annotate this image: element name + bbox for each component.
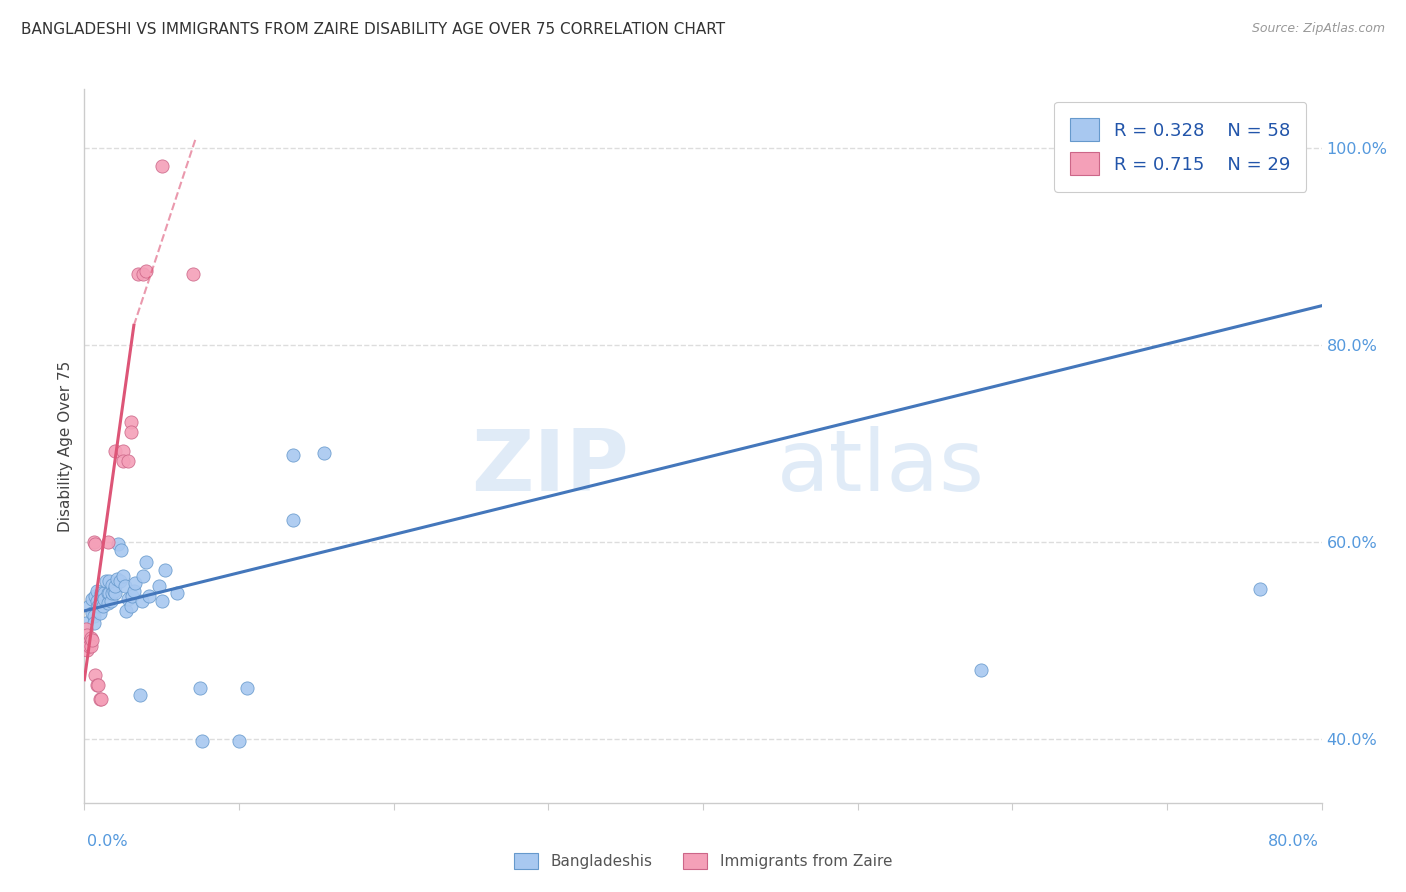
Point [101,586,124,600]
Legend: R = 0.328    N = 58, R = 0.715    N = 29: R = 0.328 N = 58, R = 0.715 N = 29 [1054,102,1306,192]
Point [120,415,142,429]
Point [101,578,124,592]
Point [120,425,142,439]
Point [153,562,176,576]
Point [188,681,212,695]
Point [1249,582,1271,597]
Point [236,681,259,695]
Point [93,586,115,600]
Point [79,640,101,654]
Point [89,606,111,620]
Point [86,678,108,692]
Point [314,446,336,460]
Text: 80.0%: 80.0% [1268,834,1319,849]
Text: ZIP: ZIP [471,425,628,509]
Point [84,589,107,603]
Point [76,643,98,657]
Point [181,267,204,281]
Point [76,628,98,642]
Point [132,569,155,583]
Point [107,537,129,551]
Point [82,606,104,620]
Point [77,599,100,613]
Point [103,584,125,599]
Point [97,535,120,549]
Point [104,586,127,600]
Point [105,573,128,587]
Point [75,632,97,646]
Point [104,579,127,593]
Point [98,574,121,589]
Point [91,589,114,603]
Point [91,599,114,613]
Point [283,513,305,527]
Point [97,586,120,600]
Point [79,632,101,646]
Point [970,663,993,677]
Text: BANGLADESHI VS IMMIGRANTS FROM ZAIRE DISABILITY AGE OVER 75 CORRELATION CHART: BANGLADESHI VS IMMIGRANTS FROM ZAIRE DIS… [21,22,725,37]
Point [121,589,143,603]
Point [112,569,135,583]
Point [82,592,104,607]
Point [84,537,107,551]
Point [76,638,98,652]
Text: Source: ZipAtlas.com: Source: ZipAtlas.com [1251,22,1385,36]
Point [77,640,100,654]
Point [84,668,107,682]
Point [128,267,150,281]
Point [87,678,110,692]
Point [75,615,97,630]
Point [110,542,132,557]
Text: atlas: atlas [778,425,986,509]
Point [86,584,108,599]
Point [89,599,111,613]
Point [104,444,127,458]
Point [117,592,139,607]
Point [120,599,142,613]
Y-axis label: Disability Age Over 75: Disability Age Over 75 [58,360,73,532]
Point [191,733,214,747]
Point [83,615,105,630]
Point [115,604,138,618]
Point [94,574,117,589]
Point [150,159,173,173]
Point [135,555,157,569]
Point [129,688,152,702]
Point [90,586,112,600]
Point [100,594,122,608]
Point [77,635,100,649]
Point [87,599,110,613]
Point [148,579,170,593]
Point [90,692,112,706]
Point [83,535,105,549]
Point [283,448,305,462]
Point [82,633,104,648]
Point [135,264,157,278]
Point [132,267,155,281]
Legend: Bangladeshis, Immigrants from Zaire: Bangladeshis, Immigrants from Zaire [508,847,898,875]
Point [124,576,146,591]
Point [166,586,188,600]
Point [89,692,111,706]
Point [83,608,105,623]
Point [86,594,108,608]
Point [108,574,131,589]
Point [150,594,173,608]
Point [131,594,153,608]
Point [112,454,135,468]
Point [122,584,145,599]
Point [75,622,97,636]
Point [93,592,115,607]
Point [228,733,250,747]
Point [112,444,135,458]
Point [138,589,160,603]
Point [114,579,136,593]
Point [97,596,120,610]
Text: 0.0%: 0.0% [87,834,128,849]
Point [117,454,139,468]
Point [98,586,121,600]
